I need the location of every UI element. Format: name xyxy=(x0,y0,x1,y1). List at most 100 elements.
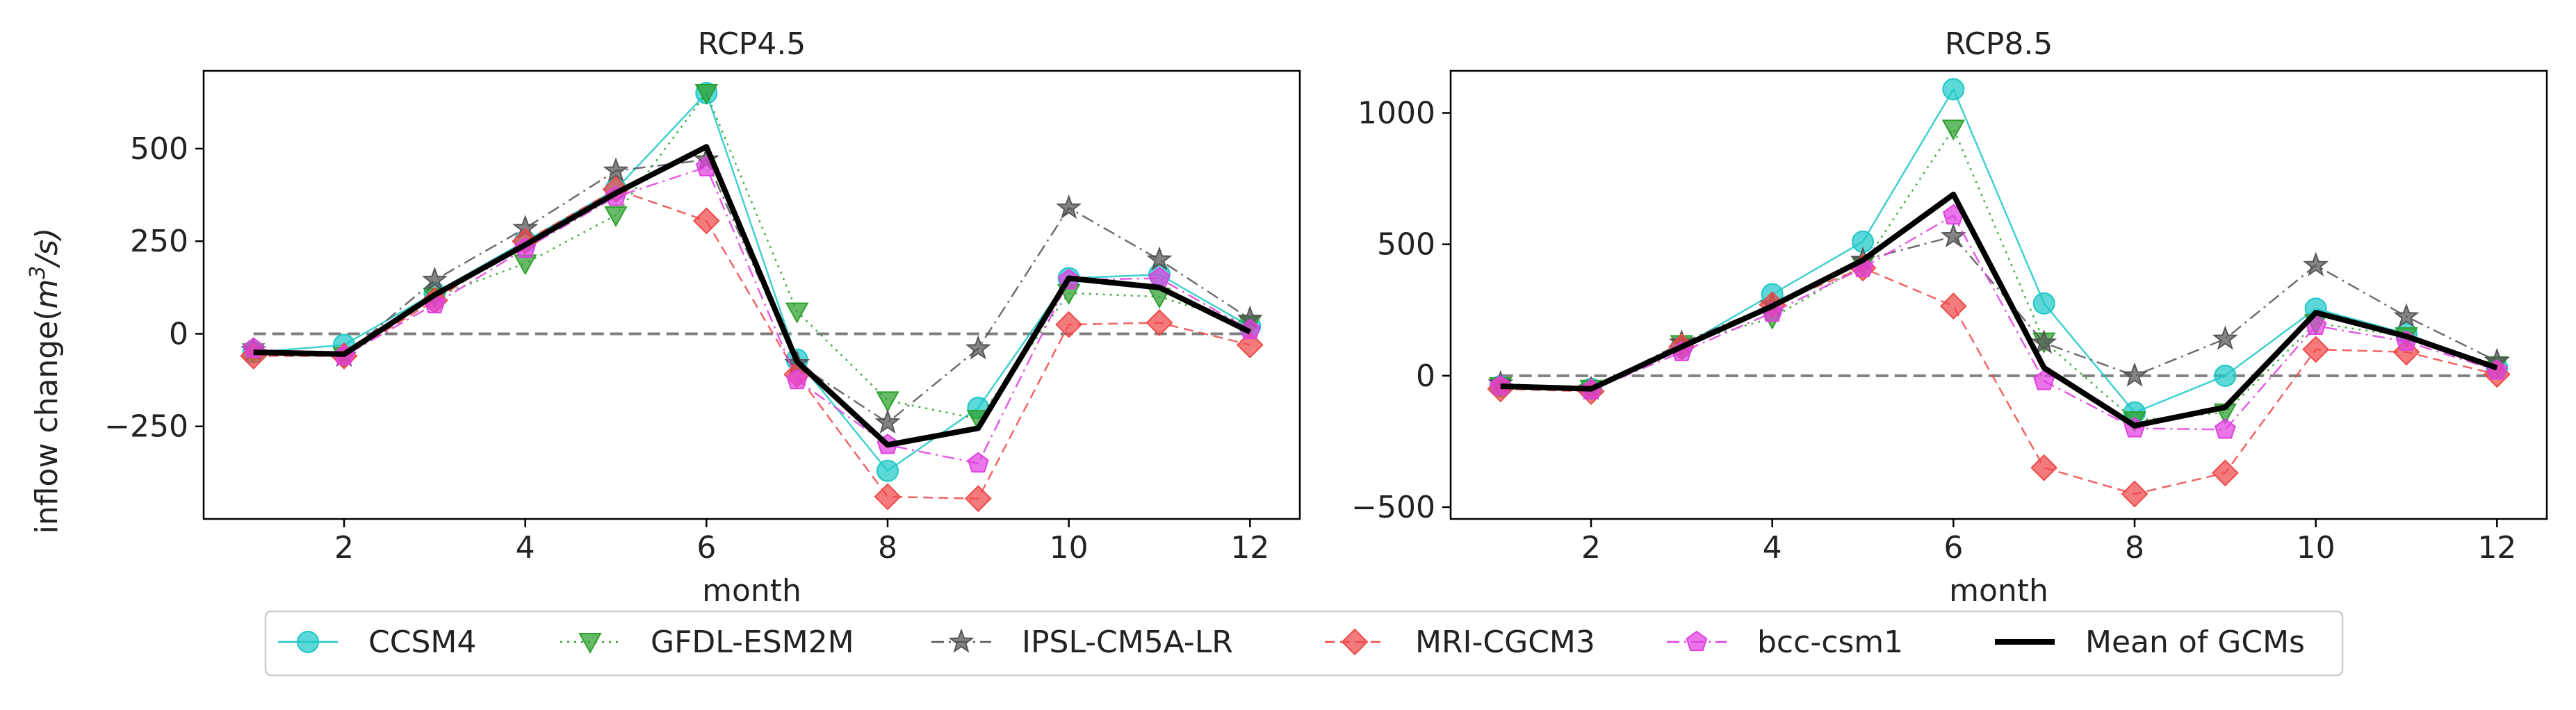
x-tick-label: 4 xyxy=(1763,530,1782,565)
data-point xyxy=(876,391,899,413)
data-point xyxy=(1146,246,1173,271)
legend-entry: MRI-CGCM3 xyxy=(1325,625,1595,660)
x-tick-label: 12 xyxy=(1230,530,1269,565)
y-tick-label: 250 xyxy=(130,224,188,259)
legend-label: IPSL-CM5A-LR xyxy=(1022,625,1233,660)
y-axis-label: inflow change(m3/s) xyxy=(26,228,65,534)
x-tick-label: 6 xyxy=(696,530,716,565)
y-axis-label-exponent: 3 xyxy=(26,266,50,279)
data-point xyxy=(421,266,448,291)
x-tick-label: 10 xyxy=(2297,530,2335,565)
data-point xyxy=(694,83,719,106)
legend-entry: GFDL-ESM2M xyxy=(560,625,854,660)
data-point xyxy=(2393,303,2420,328)
legend-entry: bcc-csm1 xyxy=(1667,625,1903,660)
y-tick-label: 0 xyxy=(1416,358,1435,394)
series-ipsl-cm5a-lr xyxy=(241,146,1263,434)
x-tick-label: 12 xyxy=(2477,530,2516,565)
x-axis-label: month xyxy=(702,573,801,609)
x-tick-label: 4 xyxy=(516,530,535,565)
data-point xyxy=(967,452,989,473)
data-point xyxy=(2211,459,2239,487)
data-point xyxy=(964,485,992,513)
data-point xyxy=(874,483,902,511)
legend-entry: Mean of GCMs xyxy=(1995,625,2305,660)
series-line xyxy=(253,166,1250,465)
series-mean-of-gcms xyxy=(1500,191,2498,429)
panel-title: RCP8.5 xyxy=(1945,26,2053,62)
data-point xyxy=(2033,370,2055,390)
x-tick-label: 8 xyxy=(2125,530,2144,565)
data-point xyxy=(692,207,720,235)
data-point xyxy=(1940,222,1966,248)
y-tick-label: 500 xyxy=(1377,227,1435,263)
data-point xyxy=(604,206,628,227)
y-tick-label: 0 xyxy=(169,316,188,352)
legend-marker xyxy=(948,628,975,653)
data-point xyxy=(2214,364,2237,387)
data-point xyxy=(513,254,537,276)
data-point xyxy=(2212,325,2238,350)
legend-label: bcc-csm1 xyxy=(1757,625,1903,660)
data-point xyxy=(603,157,629,182)
legend-label: Mean of GCMs xyxy=(2085,625,2305,660)
legend-label: CCSM4 xyxy=(368,625,476,660)
data-point xyxy=(2302,336,2330,363)
data-point xyxy=(874,408,901,434)
legend-marker xyxy=(1341,628,1369,656)
data-point xyxy=(1146,309,1173,336)
x-tick-label: 8 xyxy=(878,530,897,565)
data-point xyxy=(1490,374,1512,396)
data-point xyxy=(2121,480,2149,508)
y-axis-label-prefix: inflow change( xyxy=(29,309,65,534)
x-axis-label: month xyxy=(1949,573,2048,609)
y-axis-label-suffix: /s) xyxy=(29,228,65,269)
data-point xyxy=(2303,251,2329,276)
legend-marker xyxy=(578,633,602,654)
legend-marker xyxy=(297,631,319,653)
series-line xyxy=(1500,236,2497,390)
data-point xyxy=(1056,194,1082,219)
data-point xyxy=(1055,311,1083,338)
series-line xyxy=(1500,267,2497,495)
panel-rcp85: RCP8.5 2 4 6 8 10 12 −500 0 500 1000 month xyxy=(1351,26,2548,609)
data-point xyxy=(785,302,809,324)
x-tick-label: 2 xyxy=(1581,530,1601,565)
series-line xyxy=(253,158,1250,424)
legend-label: MRI-CGCM3 xyxy=(1415,625,1595,660)
data-point xyxy=(2032,292,2055,315)
panel-title: RCP4.5 xyxy=(698,26,806,62)
data-point xyxy=(2031,329,2057,354)
y-tick-label: −250 xyxy=(104,409,188,445)
x-tick-label: 6 xyxy=(1943,530,1963,565)
x-tick-label: 2 xyxy=(334,530,354,565)
plot-frame xyxy=(202,69,1301,520)
data-point xyxy=(2214,418,2236,439)
legend: CCSM4 GFDL-ESM2M IPSL-CM5A-LR MRI-CGCM3 bcc-… xyxy=(264,610,2344,677)
data-point xyxy=(876,459,899,482)
y-tick-label: 1000 xyxy=(1358,96,1435,131)
data-point xyxy=(1941,119,1966,141)
legend-label: GFDL-ESM2M xyxy=(651,625,854,660)
series-mean-of-gcms xyxy=(253,144,1252,448)
legend-entry: IPSL-CM5A-LR xyxy=(931,625,1233,660)
y-tick-label: 500 xyxy=(130,131,188,167)
plot-frame xyxy=(1449,69,2548,520)
series-mri-cgcm3 xyxy=(1487,254,2511,508)
legend-entry: CCSM4 xyxy=(278,625,476,660)
data-point xyxy=(1939,292,1967,320)
series-line xyxy=(1500,214,2497,431)
panel-rcp45: RCP4.5 2 4 6 8 10 12 −250 0 250 500 month xyxy=(104,26,1301,609)
series-line xyxy=(253,144,1252,448)
data-point xyxy=(2121,362,2148,387)
series-line xyxy=(1500,191,2498,429)
legend-marker xyxy=(1686,630,1708,652)
y-tick-label: −500 xyxy=(1351,490,1435,525)
data-point xyxy=(965,335,991,360)
x-tick-label: 10 xyxy=(1050,530,1089,565)
series-ipsl-cm5a-lr xyxy=(1487,222,2510,400)
legend-frame xyxy=(264,610,2344,677)
data-point xyxy=(2030,454,2058,481)
y-axis-label-unit: m xyxy=(29,279,65,309)
